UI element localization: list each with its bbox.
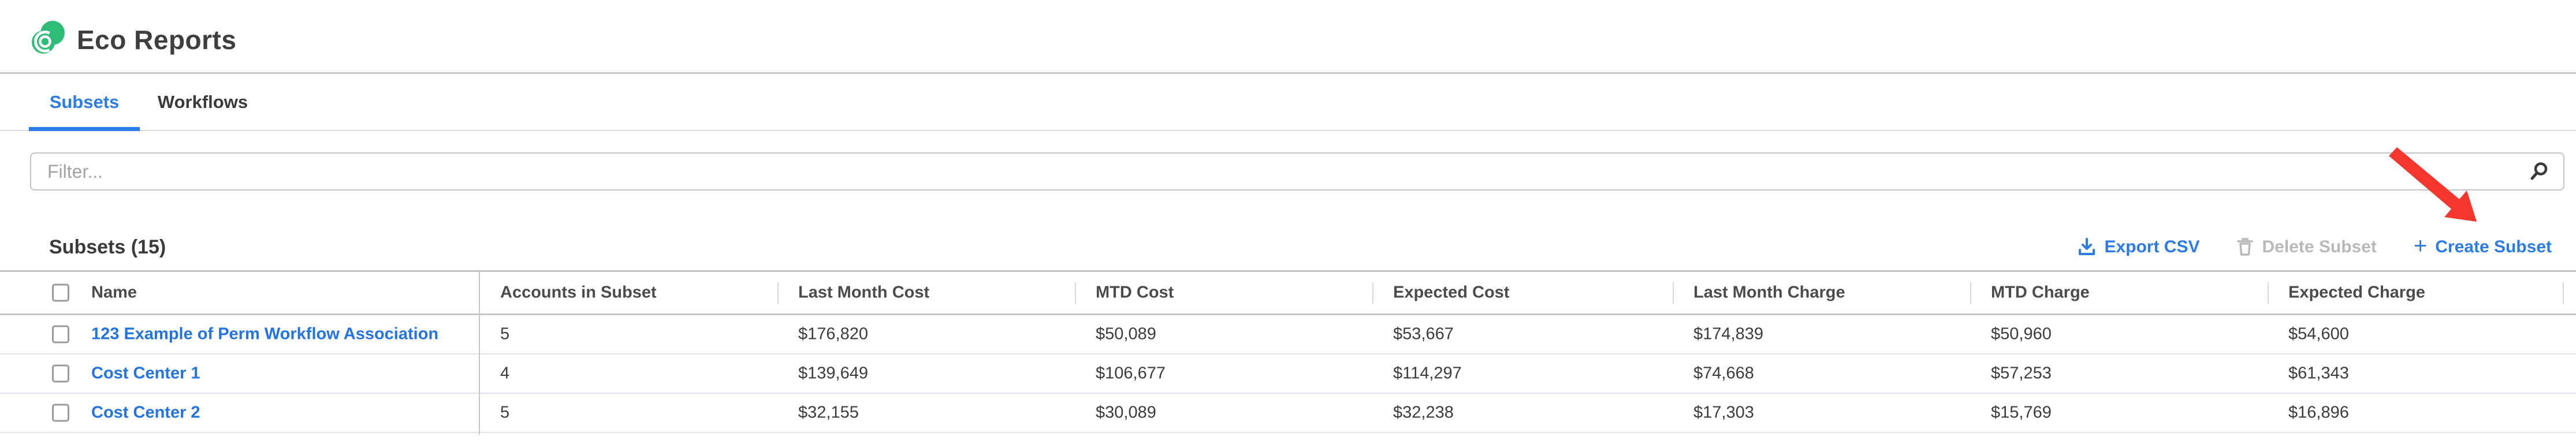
table-header-row: Name Accounts in Subset Last Month Cost … — [0, 272, 2576, 315]
table-row: Cost Center 1 4 $139,649 $106,677 $114,2… — [0, 354, 2576, 394]
column-resize-handle[interactable] — [1970, 282, 1971, 304]
create-subset-button[interactable]: + Create Subset — [2413, 233, 2552, 259]
subsets-table: Name Accounts in Subset Last Month Cost … — [0, 270, 2576, 435]
column-header-last-month-cost[interactable]: Last Month Cost — [798, 283, 930, 302]
accounts-in-subset-cell: 4 — [500, 364, 510, 383]
column-header-mtd-cost[interactable]: MTD Cost — [1096, 283, 1174, 302]
export-csv-label: Export CSV — [2104, 237, 2200, 256]
select-all-checkbox[interactable] — [52, 283, 69, 302]
accounts-in-subset-cell: 5 — [500, 403, 510, 422]
table-top-border — [0, 270, 2576, 272]
row-checkbox[interactable] — [52, 325, 69, 344]
column-header-expected-charge[interactable]: Expected Charge — [2288, 283, 2425, 302]
eco-logo-icon — [32, 21, 65, 54]
last-month-charge-cell: $17,303 — [1693, 403, 1754, 422]
search-icon[interactable] — [2529, 162, 2548, 181]
column-header-expected-cost[interactable]: Expected Cost — [1393, 283, 1510, 302]
expected-cost-cell: $32,238 — [1393, 403, 1454, 422]
expected-charge-cell: $54,600 — [2288, 324, 2349, 344]
expected-charge-cell: $16,896 — [2288, 403, 2349, 422]
table-actions: Export CSV Delete Subset + Create Subset — [2078, 233, 2552, 259]
mtd-cost-cell: $106,677 — [1096, 364, 1166, 383]
page-title: Eco Reports — [77, 25, 237, 55]
pinned-column-divider — [479, 272, 480, 435]
mtd-charge-cell: $15,769 — [1991, 403, 2052, 422]
section-title: Subsets (15) — [49, 236, 166, 258]
column-header-last-month-charge[interactable]: Last Month Charge — [1693, 283, 1845, 302]
column-resize-handle[interactable] — [1075, 282, 1076, 304]
last-month-charge-cell: $174,839 — [1693, 324, 1763, 344]
expected-cost-cell: $114,297 — [1393, 364, 1462, 383]
expected-charge-cell: $61,343 — [2288, 364, 2349, 383]
subset-name-link[interactable]: Cost Center 2 — [91, 403, 200, 422]
column-resize-handle[interactable] — [2563, 282, 2564, 304]
column-header-accounts-in-subset[interactable]: Accounts in Subset — [500, 283, 657, 302]
mtd-cost-cell: $30,089 — [1096, 403, 1156, 422]
trash-icon — [2237, 238, 2254, 256]
column-header-name[interactable]: Name — [91, 283, 137, 302]
last-month-charge-cell: $74,668 — [1693, 364, 1754, 383]
active-tab-underline — [29, 127, 140, 131]
column-resize-handle[interactable] — [2268, 282, 2269, 304]
last-month-cost-cell: $32,155 — [798, 403, 859, 422]
tab-workflows-label: Workflows — [157, 91, 248, 112]
delete-subset-button[interactable]: Delete Subset — [2236, 237, 2377, 257]
table-row: Cost Center 2 5 $32,155 $30,089 $32,238 … — [0, 394, 2576, 433]
column-resize-handle[interactable] — [777, 282, 779, 304]
last-month-cost-cell: $139,649 — [798, 364, 868, 383]
download-icon — [2079, 238, 2095, 255]
subset-name-link[interactable]: 123 Example of Perm Workflow Association — [91, 324, 439, 344]
column-resize-handle[interactable] — [1673, 282, 1674, 304]
mtd-cost-cell: $50,089 — [1096, 324, 1156, 344]
tab-bar-border — [0, 130, 2576, 131]
plus-icon: + — [2413, 233, 2428, 259]
row-checkbox[interactable] — [52, 404, 69, 422]
filter-input[interactable] — [30, 152, 2564, 191]
delete-subset-label: Delete Subset — [2262, 237, 2377, 256]
header-divider — [0, 72, 2576, 74]
section-header: Subsets (15) Export CSV Delete Subset — [49, 232, 2552, 262]
filter-container — [30, 152, 2564, 191]
tab-subsets[interactable]: Subsets — [29, 74, 140, 130]
tab-subsets-label: Subsets — [49, 91, 120, 112]
table-row: 123 Example of Perm Workflow Association… — [0, 315, 2576, 354]
export-csv-button[interactable]: Export CSV — [2078, 237, 2199, 257]
tab-bar: Subsets Workflows — [0, 74, 2576, 131]
subset-name-link[interactable]: Cost Center 1 — [91, 364, 200, 383]
mtd-charge-cell: $50,960 — [1991, 324, 2052, 344]
create-subset-label: Create Subset — [2435, 237, 2552, 256]
accounts-in-subset-cell: 5 — [500, 324, 510, 344]
column-resize-handle[interactable] — [1372, 282, 1373, 304]
column-header-mtd-charge[interactable]: MTD Charge — [1991, 283, 2090, 302]
tab-workflows[interactable]: Workflows — [140, 74, 266, 130]
expected-cost-cell: $53,667 — [1393, 324, 1454, 344]
last-month-cost-cell: $176,820 — [798, 324, 868, 344]
row-checkbox[interactable] — [52, 364, 69, 383]
mtd-charge-cell: $57,253 — [1991, 364, 2052, 383]
